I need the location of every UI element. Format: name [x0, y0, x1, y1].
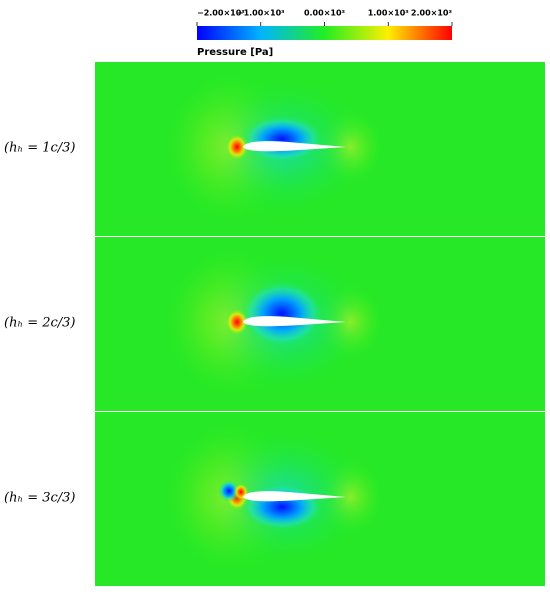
colorbar-title: Pressure [Pa]	[197, 47, 273, 58]
airfoil	[243, 491, 346, 502]
tick-label: 1.00×10³	[368, 9, 410, 18]
suction	[240, 115, 324, 163]
stagnation	[225, 308, 249, 336]
contour-panel: (hₕ = 2c/3)	[4, 237, 545, 411]
colorbar	[197, 26, 452, 40]
tick-label: 2.00×10³	[411, 9, 453, 18]
stagnation	[225, 133, 249, 161]
colorbar-ticks: −2.00×10³−1.00×10³ 0.00×10³ 1.00×10³ 2.00×1…	[196, 9, 453, 26]
tick-label: −2.00×10³	[197, 9, 245, 18]
panel-label: (hₕ = 1c/3)	[4, 141, 76, 156]
tick-label: −1.00×10³	[237, 9, 285, 18]
suction	[240, 483, 324, 531]
airfoil	[243, 316, 346, 327]
panel-label: (hₕ = 2c/3)	[4, 316, 76, 331]
suction	[240, 280, 324, 348]
tick-label: 0.00×10³	[304, 9, 346, 18]
panel-label: (hₕ = 3c/3)	[4, 491, 76, 506]
panels: (hₕ = 1c/3) (hₕ = 2c/3) (hₕ = 3c/3)	[4, 62, 545, 586]
airfoil	[243, 141, 346, 152]
contour-panel: (hₕ = 1c/3)	[4, 62, 545, 236]
contour-panel: (hₕ = 3c/3)	[4, 412, 545, 586]
